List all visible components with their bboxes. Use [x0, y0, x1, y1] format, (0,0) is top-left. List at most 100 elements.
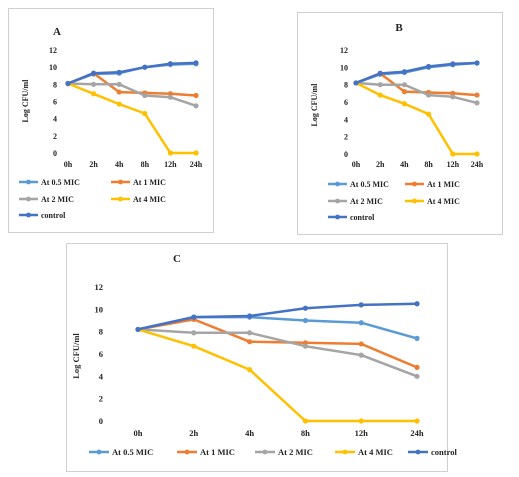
chart-b-legend-label: At 4 MIC: [427, 197, 460, 206]
chart-b-legend-label: At 1 MIC: [427, 180, 460, 189]
chart-a-y-tick-label: 4: [53, 115, 57, 124]
chart-c-data-point: [414, 364, 420, 370]
chart-c-legend-label: At 4 MIC: [358, 447, 393, 457]
chart-b-data-point: [401, 69, 407, 75]
chart-b-data-point: [474, 100, 480, 106]
chart-b-data-point: [450, 151, 456, 157]
chart-b-data-point: [426, 63, 432, 70]
chart-c-legend-marker: [342, 449, 348, 455]
chart-a-data-point: [193, 103, 199, 109]
chart-b-legend-marker: [335, 181, 340, 187]
chart-a-data-point: [91, 70, 97, 76]
chart-c-x-tick-label: 24h: [410, 428, 424, 438]
chart-c-legend-label: At 2 MIC: [278, 447, 313, 457]
chart-c-data-point: [358, 352, 364, 358]
chart-c-legend-marker: [415, 449, 421, 455]
chart-a-legend-marker: [26, 196, 31, 202]
chart-a-y-tick-label: 0: [53, 149, 57, 158]
chart-c-data-point: [247, 339, 253, 345]
chart-b-legend-label: At 0.5 MIC: [350, 180, 389, 189]
chart-c-data-point: [247, 367, 253, 373]
chart-b-legend-marker: [412, 198, 417, 204]
chart-b-y-tick-label: 2: [344, 133, 348, 142]
chart-b-x-tick-label: 4h: [400, 160, 409, 169]
chart-b-legend-marker: [335, 198, 340, 204]
chart-a-legend-marker: [26, 179, 31, 185]
chart-b-svg: B Log CFU/ml 0 2 4 6 8 10 12 0h 2h 4h 8h 12h 24h At 0.5…: [310, 22, 484, 222]
chart-a-y-axis-label: Log CFU/ml: [21, 79, 30, 123]
chart-a-data-point: [116, 81, 122, 87]
chart-a-legend-label: At 2 MIC: [41, 195, 74, 204]
chart-c-y-tick-label: 2: [99, 394, 103, 404]
chart-a-data-point: [193, 60, 199, 66]
chart-c-data-point: [414, 301, 420, 307]
chart-a-legend-label: At 0.5 MIC: [41, 178, 80, 187]
chart-c-data-point: [358, 302, 364, 308]
chart-c-data-point: [414, 335, 420, 341]
chart-c-data-point: [302, 317, 308, 324]
chart-a-title: A: [53, 26, 61, 38]
chart-c-data-point: [358, 341, 364, 347]
chart-c-data-point: [358, 320, 364, 326]
chart-panel-a: A Log CFU/ml 0 2 4 6 8 10 12 0h 2h 4h 8h 12h 24h At 0.5…: [8, 8, 214, 233]
chart-c-y-axis-label: Log CFU/ml: [71, 333, 81, 379]
chart-c-y-tick-label: 4: [99, 371, 104, 381]
chart-c-legend-marker: [262, 449, 268, 455]
chart-b-data-point: [377, 82, 383, 88]
chart-b-y-tick-label: 8: [344, 81, 348, 90]
chart-b-data-point: [401, 101, 407, 107]
chart-a-data-point: [91, 81, 97, 87]
chart-c-series-line: [136, 328, 419, 423]
chart-c-y-tick-label: 8: [99, 327, 103, 337]
chart-b-data-point: [353, 80, 359, 86]
chart-b-data-point: [377, 92, 383, 98]
chart-c-x-tick-label: 0h: [134, 428, 143, 438]
chart-c-legend-marker: [184, 449, 190, 455]
chart-b-legend-label: At 2 MIC: [350, 197, 383, 206]
chart-b-data-point: [450, 94, 456, 100]
chart-b-data-point: [450, 61, 456, 67]
chart-panel-b: B Log CFU/ml 0 2 4 6 8 10 12 0h 2h 4h 8h 12h 24h At 0.5…: [297, 12, 503, 235]
chart-a-data-point: [167, 150, 173, 156]
chart-c-legend-label: control: [431, 447, 457, 457]
chart-panel-c: C Log CFU/ml 0 2 4 6 8 10 12 0h 2h 4h 8h 12h 24h At 0.5…: [66, 243, 457, 472]
chart-c-legend-label: At 1 MIC: [200, 447, 235, 457]
chart-b-y-axis-label: Log CFU/ml: [310, 83, 319, 127]
chart-c-data-point: [135, 326, 141, 333]
chart-b-data-point: [401, 89, 407, 95]
chart-c-data-point: [247, 313, 253, 319]
chart-a-data-point: [193, 92, 199, 99]
chart-c-data-point: [302, 418, 308, 424]
chart-c-series-line: [136, 328, 419, 378]
chart-c-series-line: [136, 302, 419, 331]
chart-b-x-tick-label: 0h: [352, 160, 361, 169]
chart-a-x-tick-label: 0h: [64, 160, 73, 169]
chart-c-data-point: [191, 343, 197, 349]
chart-b-data-point: [401, 82, 407, 88]
chart-a-y-tick-label: 2: [53, 132, 57, 141]
chart-c-series-line: [136, 318, 419, 369]
chart-b-y-tick-label: 0: [344, 150, 348, 159]
chart-a-data-point: [142, 110, 148, 117]
chart-b-data-point: [426, 111, 432, 117]
chart-b-y-tick-label: 4: [344, 115, 348, 124]
chart-b-x-tick-label: 2h: [376, 160, 385, 169]
chart-c-data-point: [191, 330, 197, 336]
chart-b-data-point: [474, 151, 480, 157]
chart-a-data-point: [167, 94, 173, 100]
chart-b-data-point: [426, 92, 432, 98]
chart-b-legend-marker: [335, 214, 340, 220]
chart-b-x-tick-label: 24h: [471, 160, 484, 169]
chart-a-y-tick-label: 6: [53, 98, 57, 107]
chart-a-data-point: [65, 80, 71, 87]
chart-c-y-tick-label: 12: [95, 282, 104, 292]
chart-c-data-point: [414, 418, 420, 424]
chart-c-x-tick-label: 12h: [355, 428, 369, 438]
chart-c-y-tick-label: 10: [95, 304, 104, 314]
chart-c-legend-marker: [96, 449, 102, 455]
chart-b-title: B: [395, 22, 403, 34]
chart-a-data-point: [142, 92, 148, 99]
chart-b-y-tick-label: 6: [344, 98, 348, 107]
chart-c-x-tick-label: 4h: [245, 428, 254, 438]
chart-a-series-line: [66, 82, 198, 108]
